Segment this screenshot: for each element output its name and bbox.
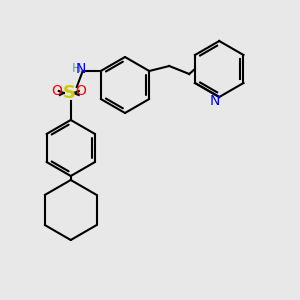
Text: S: S (62, 84, 75, 102)
Text: O: O (51, 84, 62, 98)
Text: H: H (71, 62, 81, 76)
Text: N: N (210, 94, 220, 108)
Text: O: O (75, 84, 86, 98)
Text: N: N (75, 62, 86, 76)
